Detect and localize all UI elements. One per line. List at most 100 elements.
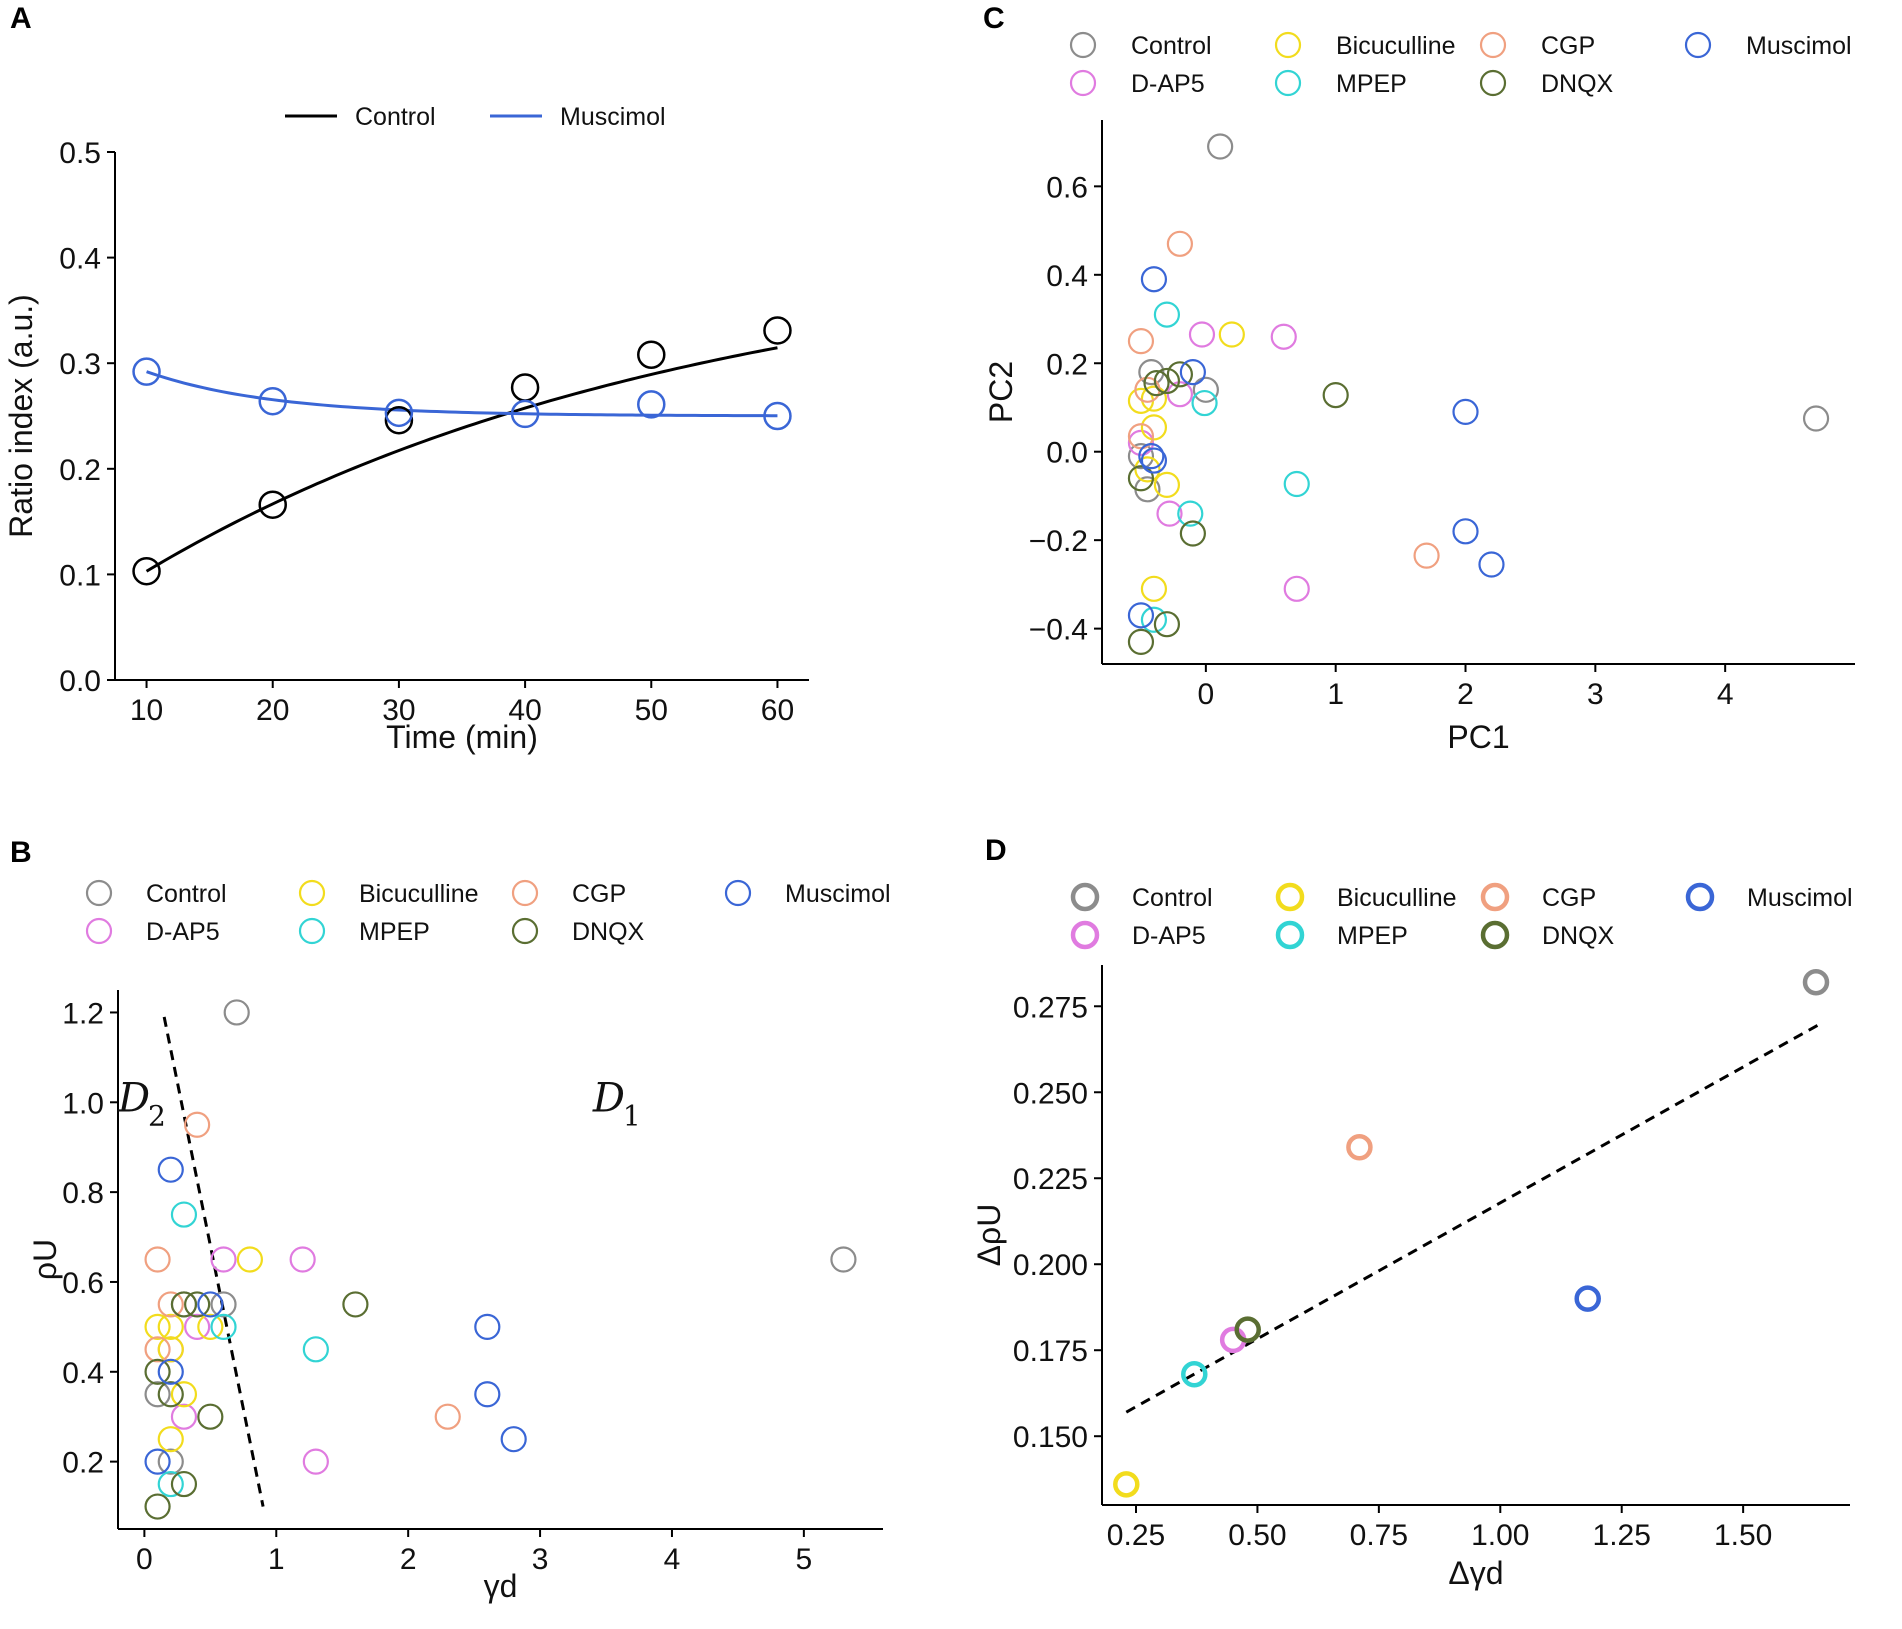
data-point-d-ap5 [1270,323,1297,350]
data-point-control [132,556,161,586]
fit-curve-muscimol [146,370,778,418]
legend-swatch-cgp [511,879,539,907]
data-point-muscimol [384,398,414,428]
x-tick-label: 0 [136,1543,153,1576]
x-tick-label: 0.25 [1107,1519,1165,1552]
x-tick-label: 1.50 [1714,1519,1772,1552]
data-point-mpep [302,1336,329,1363]
panel-d: D 0.25 0.50 0.75 1.00 1.25 1.50 0.150 0.175 0.200… [971,834,1853,1591]
y-tick-label: 0.4 [59,243,101,276]
data-point-mpep [1181,1361,1208,1388]
data-point-muscimol [1452,518,1479,545]
panel-label: B [10,836,32,869]
panel-b: B 0 1 2 3 4 5 0.2 0.4 0.6 0.8 1.0 1.2 γd ρU Control D-AP… [10,836,891,1604]
x-tick-label: 5 [796,1543,813,1576]
data-point-d-ap5 [1127,429,1155,456]
x-tick-label: 60 [761,694,794,727]
x-tick-label: 10 [130,694,163,727]
y-tick-label: 0.6 [1046,171,1088,204]
data-point-dnqx [1166,361,1193,388]
data-point-control [763,316,792,345]
y-tick-label: −0.2 [1029,525,1088,558]
legend-label-control: Control [355,103,436,131]
legend-swatch-bicuculline [1274,31,1302,59]
data-point-muscimol [1179,358,1206,386]
legend-swatch-muscimol [724,879,752,907]
data-point-muscimol [474,1381,501,1408]
x-tick-label: 4 [664,1543,681,1576]
data-point-bicuculline [1113,1471,1140,1498]
data-point-cgp [1413,542,1440,569]
data-point-mpep [170,1201,198,1228]
data-point-muscimol [510,399,540,429]
y-axis-title: Ratio index (a.u.) [3,294,39,538]
x-tick-label: 0 [1198,678,1215,711]
legend-swatch-cgp [1479,31,1507,59]
data-point-d-ap5 [302,1448,329,1475]
data-point-muscimol [1140,447,1168,474]
data-point-control [157,1448,184,1475]
panel-label: C [983,2,1005,35]
legend-swatch-dnqx [1480,920,1510,950]
data-point-cgp [1127,328,1155,355]
y-tick-label: 0.250 [1013,1077,1088,1110]
legend-label-cgp: CGP [572,880,626,908]
x-axis-title: γd [484,1568,518,1604]
data-point-bicuculline [197,1313,224,1340]
data-point-bicuculline [144,1313,171,1340]
data-point-muscimol [1478,551,1505,578]
legend-swatch-mpep [1275,920,1305,950]
data-point-cgp [184,1111,211,1138]
data-point-muscimol [1452,398,1479,426]
divider-dashed-line [162,1016,265,1507]
data-point-d-ap5 [1283,575,1310,602]
data-point-dnqx [184,1291,211,1318]
legend-label-bicuculline: Bicuculline [359,880,479,908]
legend-label-bicuculline: Bicuculline [1336,32,1456,60]
legend-swatch-dnqx [1479,69,1507,97]
legend-swatch-dnqx [511,917,539,945]
legend-swatch-d-ap5 [1070,920,1100,950]
data-point-dnqx [144,1493,171,1520]
data-point-cgp [1346,1134,1373,1161]
data-point-cgp [434,1403,461,1430]
data-point-mpep [1191,389,1218,417]
legend-swatch-d-ap5 [85,917,113,945]
y-tick-label: 0.175 [1013,1335,1088,1368]
data-point-bicuculline [157,1336,184,1363]
data-point-control [144,1381,171,1408]
data-point-control [1802,968,1830,996]
legend-swatch-control [85,879,113,907]
legend-swatch-bicuculline [298,879,326,907]
data-point-mpep [1177,500,1204,527]
y-tick-label: 0.200 [1013,1249,1088,1282]
legend-swatch-cgp [1480,882,1510,912]
x-tick-label: 0.75 [1350,1519,1408,1552]
legend-swatch-mpep [1274,69,1302,97]
legend-label-muscimol: Muscimol [1746,32,1852,60]
y-tick-label: 1.2 [62,997,104,1030]
data-point-control [1192,376,1219,403]
x-tick-label: 40 [508,694,541,727]
data-point-d-ap5 [184,1313,211,1340]
data-point-dnqx [342,1291,369,1318]
data-point-bicuculline [1140,385,1168,412]
data-point-control [637,340,666,370]
legend-label-control: Control [146,880,227,908]
x-axis-title: Time (min) [386,719,538,755]
y-tick-label: 0.2 [1046,348,1088,381]
data-point-mpep [1140,606,1168,633]
x-tick-label: 1 [268,1543,285,1576]
x-axis-title: Δγd [1448,1555,1503,1591]
y-tick-label: 0.1 [59,559,101,592]
x-axis-title: PC1 [1447,719,1509,755]
y-tick-label: 0.275 [1013,991,1088,1024]
y-tick-label: 0.2 [62,1447,104,1480]
data-point-muscimol [1138,443,1165,470]
data-point-bicuculline [1140,575,1168,602]
x-tick-label: 20 [256,694,289,727]
legend-swatch-control [1069,31,1097,59]
legend-label-control: Control [1131,32,1212,60]
legend-label-dnqx: DNQX [572,918,645,946]
